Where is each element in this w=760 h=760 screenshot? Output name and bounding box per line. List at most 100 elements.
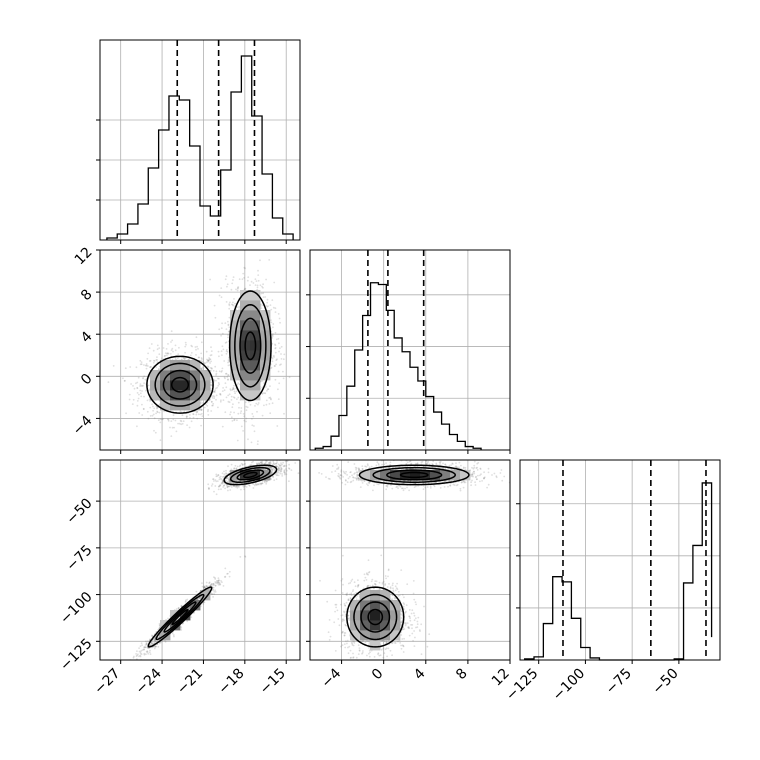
scatter-point — [207, 360, 210, 363]
scatter-point — [245, 486, 248, 488]
scatter-point — [273, 281, 276, 284]
scatter-point — [288, 467, 290, 470]
scatter-point — [132, 656, 135, 659]
scatter-point — [278, 464, 281, 467]
scatter-point — [190, 344, 193, 347]
scatter-point — [253, 430, 256, 433]
scatter-point — [201, 415, 204, 417]
scatter-point — [217, 577, 220, 580]
scatter-point — [269, 466, 271, 469]
scatter-point — [139, 392, 142, 395]
scatter-point — [268, 461, 271, 464]
scatter-point — [253, 484, 256, 487]
scatter-point — [271, 343, 274, 345]
scatter-point — [125, 663, 127, 665]
scatter-point — [217, 382, 220, 384]
scatter-point — [228, 481, 231, 484]
scatter-point — [283, 473, 286, 476]
scatter-point — [236, 465, 239, 468]
scatter-point — [230, 303, 233, 306]
density-cell — [160, 360, 171, 371]
scatter-point — [141, 390, 143, 392]
scatter-point — [244, 555, 246, 557]
scatter-point — [219, 475, 222, 478]
scatter-point — [197, 348, 199, 350]
scatter-point — [258, 462, 261, 465]
scatter-point — [232, 279, 234, 281]
scatter-point — [262, 286, 264, 289]
scatter-point — [242, 430, 245, 432]
scatter-point — [232, 485, 235, 487]
scatter-point — [204, 362, 207, 364]
scatter-point — [269, 412, 272, 415]
scatter-point — [145, 646, 147, 649]
density-panel-1-group — [99, 459, 301, 665]
density-cell — [240, 350, 251, 361]
scatter-point — [282, 358, 285, 361]
scatter-point — [147, 352, 150, 355]
scatter-point — [274, 311, 277, 313]
scatter-point — [263, 392, 266, 394]
scatter-point — [278, 350, 280, 353]
scatter-point — [268, 461, 271, 464]
scatter-point — [146, 646, 149, 649]
scatter-point — [245, 409, 248, 412]
density-cell — [250, 360, 261, 371]
scatter-point — [227, 477, 229, 479]
scatter-point — [233, 397, 236, 399]
scatter-point — [233, 419, 236, 422]
scatter-point — [213, 379, 216, 382]
scatter-point — [209, 367, 212, 369]
scatter-point — [225, 372, 227, 375]
scatter-point — [201, 402, 204, 404]
scatter-point — [257, 440, 259, 443]
scatter-point — [145, 364, 148, 367]
scatter-point — [145, 389, 147, 392]
contours — [146, 290, 272, 414]
scatter-point — [222, 476, 224, 478]
scatter-point — [227, 323, 230, 326]
scatter-point — [184, 357, 187, 360]
scatter-point — [261, 393, 264, 395]
scatter-point — [170, 349, 173, 351]
scatter-point — [206, 361, 208, 364]
panel-content — [125, 460, 300, 665]
scatter-point — [141, 414, 144, 416]
scatter-point — [200, 360, 203, 362]
scatter-point — [158, 411, 161, 414]
scatter-point — [265, 386, 267, 388]
scatter-point — [243, 485, 246, 487]
scatter-point — [227, 334, 229, 336]
scatter-point — [166, 354, 168, 357]
scatter-point — [189, 354, 192, 357]
scatter-point — [280, 467, 283, 470]
scatter-point — [154, 645, 157, 648]
scatter-point — [264, 392, 267, 395]
density-cell — [240, 320, 251, 331]
scatter-point — [265, 399, 268, 402]
scatter-point — [179, 410, 182, 413]
scatter-point — [163, 410, 166, 413]
scatter-point — [147, 365, 149, 367]
scatter-point — [249, 284, 251, 286]
density-cell — [190, 360, 201, 371]
scatter-point — [162, 347, 165, 349]
scatter-point — [193, 611, 196, 614]
scatter-point — [275, 359, 278, 361]
scatter-point — [210, 592, 213, 595]
scatter-point — [271, 470, 273, 473]
scatter-point — [248, 484, 251, 486]
scatter-point — [180, 420, 183, 423]
scatter-point — [227, 378, 229, 381]
scatter-point — [195, 336, 198, 339]
scatter-point — [232, 276, 235, 278]
scatter-point — [212, 404, 214, 407]
scatter-point — [261, 386, 264, 389]
scatter-point — [224, 382, 227, 385]
scatter-point — [240, 407, 243, 409]
scatter-point — [230, 399, 233, 401]
scatter-point — [271, 468, 274, 471]
scatter-point — [232, 403, 234, 406]
scatter-point — [268, 397, 271, 399]
scatter-point — [229, 480, 232, 483]
